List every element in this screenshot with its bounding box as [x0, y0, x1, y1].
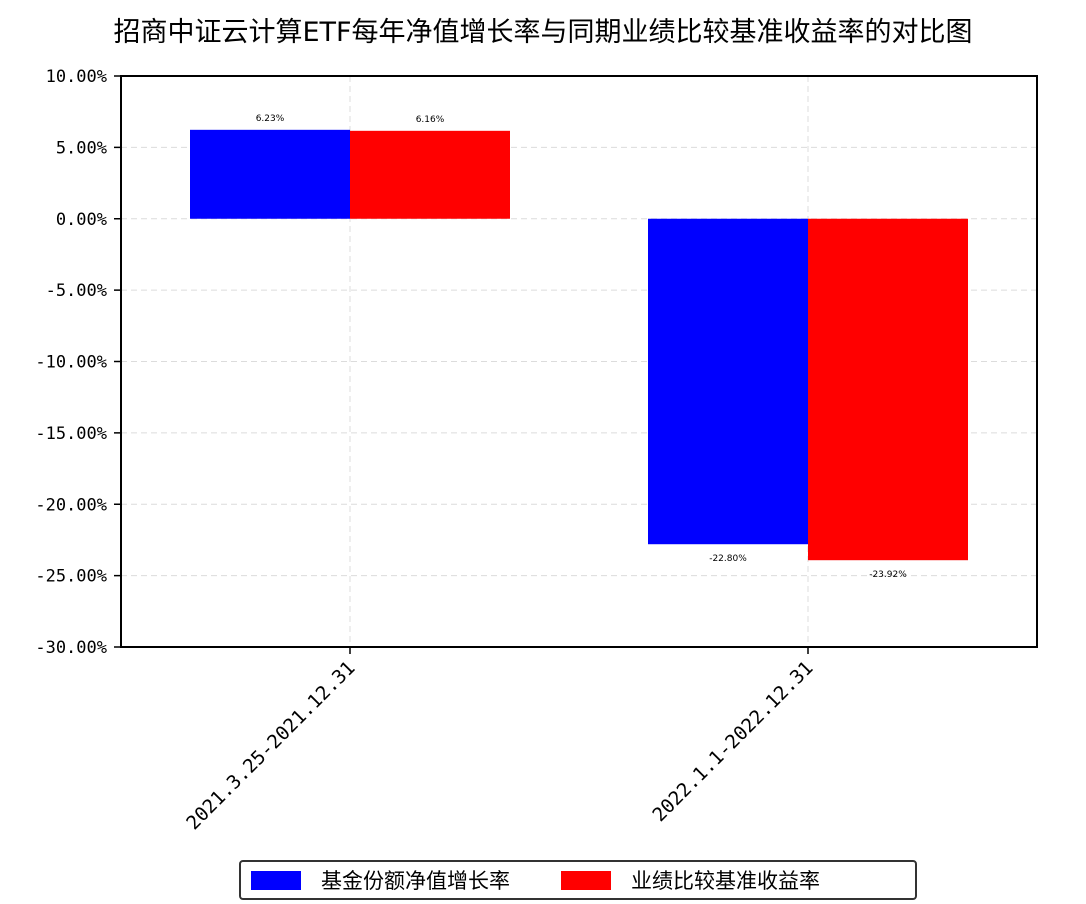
legend-item-series-2: 业绩比较基准收益率: [561, 865, 820, 895]
legend-item-series-1: 基金份额净值增长率: [251, 865, 510, 895]
x-tick-label: 2022.1.1-2022.12.31: [648, 657, 817, 826]
bar: [350, 130, 510, 219]
data-labels: 6.23% -22.80% 6.16% -23.92%: [256, 114, 908, 580]
y-tick-label: -25.00%: [35, 567, 107, 587]
bar: [190, 129, 350, 219]
y-tick-label: -20.00%: [35, 495, 107, 515]
bar: [648, 218, 808, 545]
legend: 基金份额净值增长率 业绩比较基准收益率: [239, 860, 917, 900]
y-tick-label: 5.00%: [56, 138, 107, 158]
legend-swatch-series-1: [251, 870, 301, 890]
data-label: -22.80%: [709, 554, 747, 564]
y-axis: 10.00% 5.00% 0.00% -5.00% -10.00% -15.00% -20.…: [35, 67, 121, 658]
chart-title: 招商中证云计算ETF每年净值增长率与同期业绩比较基准收益率的对比图: [113, 17, 973, 48]
y-tick-label: 10.00%: [46, 67, 107, 87]
x-tick-label: 2021.3.25-2021.12.31: [182, 657, 359, 834]
y-tick-label: -5.00%: [46, 281, 107, 301]
x-axis: 2021.3.25-2021.12.31 2022.1.1-2022.12.31: [182, 647, 818, 834]
bar: [808, 218, 968, 561]
y-tick-label: -30.00%: [35, 638, 107, 658]
legend-swatch-series-2: [561, 870, 611, 890]
data-label: -23.92%: [869, 570, 907, 580]
y-tick-label: 0.00%: [56, 210, 107, 230]
data-label: 6.16%: [416, 115, 445, 125]
data-label: 6.23%: [256, 114, 285, 124]
legend-label-series-2: 业绩比较基准收益率: [631, 869, 820, 893]
y-tick-label: -10.00%: [35, 353, 107, 373]
legend-label-series-1: 基金份额净值增长率: [321, 869, 510, 893]
bars: [190, 129, 968, 561]
y-tick-label: -15.00%: [35, 424, 107, 444]
